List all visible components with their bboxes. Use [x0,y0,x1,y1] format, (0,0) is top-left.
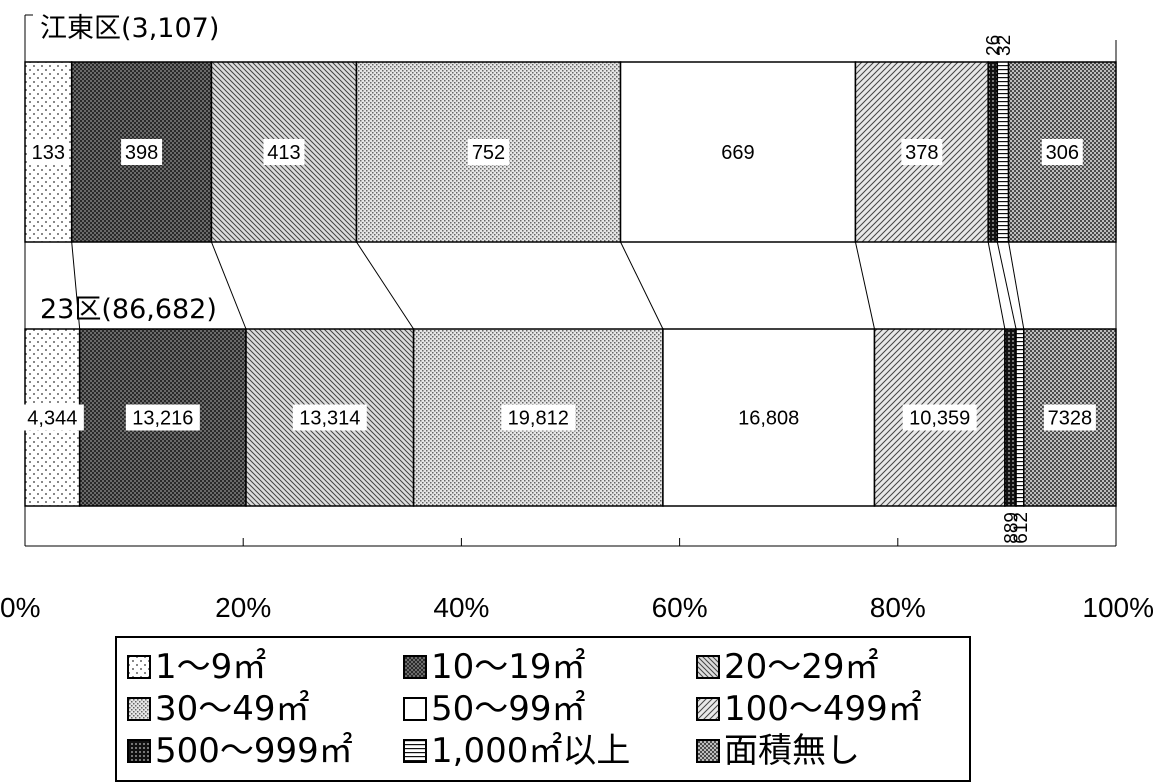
data-label: 133 [32,142,65,164]
bar-title: 23区(86,682) [40,294,217,325]
x-tick-label: 0% [0,592,40,623]
connector-line [621,242,663,329]
data-label: 16,808 [738,408,799,430]
legend-label: 20〜29㎡ [724,650,879,684]
data-label: 306 [1046,142,1079,164]
data-label: 19,812 [508,408,569,430]
x-tick-label: 20% [215,592,271,623]
data-label: 612 [1011,512,1032,544]
data-label: 32 [994,35,1015,56]
data-label: 13,314 [299,408,360,430]
dark-check-swatch [127,739,151,763]
legend-label: 1,000㎡以上 [431,734,630,768]
connector-line [997,242,1016,329]
legend-label: 50〜99㎡ [431,692,586,726]
diagonal-swatch [696,655,720,679]
bar-segment [1005,329,1016,506]
legend-label: 30〜49㎡ [155,692,310,726]
data-label: 413 [267,142,300,164]
stacked-bar-chart: 江東区(3,107)133 398 413 752 669 378263230623区(8… [0,0,1156,636]
legend: 1〜9㎡ 10〜19㎡ 20〜29㎡ 30〜49㎡ 50〜99㎡ 100〜499㎡ 500〜… [115,636,971,782]
data-label: 669 [721,142,754,164]
data-label: 378 [905,142,938,164]
legend-label: 100〜499㎡ [724,692,922,726]
legend-item: 10〜19㎡ [403,646,696,688]
connector-line [855,242,874,329]
dense-dark-swatch [403,655,427,679]
bar-segment [988,62,997,242]
horizontal-lines-swatch [403,739,427,763]
legend-label: 1〜9㎡ [155,650,266,684]
data-label: 10,359 [909,408,970,430]
data-label: 752 [472,142,505,164]
plot-area: 江東区(3,107)133 398 413 752 669 378263230623区(8… [0,13,1154,623]
bar-segment [997,62,1008,242]
legend-item: 1〜9㎡ [127,646,403,688]
connector-line [988,242,1005,329]
legend-label: 面積無し [724,734,860,768]
legend-item: 50〜99㎡ [403,688,696,730]
legend-item: 30〜49㎡ [127,688,403,730]
x-tick-label: 80% [870,592,926,623]
legend-label: 500〜999㎡ [155,734,353,768]
legend-item: 面積無し [696,730,969,772]
legend-label: 10〜19㎡ [431,650,586,684]
bar-title: 江東区(3,107) [40,13,219,44]
legend-item: 1,000㎡以上 [403,730,696,772]
dots-swatch [127,655,151,679]
fine-dots-swatch [127,697,151,721]
legend-item: 20〜29㎡ [696,646,969,688]
data-label: 7328 [1048,408,1093,430]
diagonal-hatch-swatch [696,697,720,721]
white-swatch [403,697,427,721]
check-swatch [696,739,720,763]
legend-item: 100〜499㎡ [696,688,969,730]
connector-line [1009,242,1024,329]
data-label: 4,344 [27,408,77,430]
x-tick-label: 100% [1082,592,1154,623]
x-tick-label: 40% [433,592,489,623]
x-tick-label: 60% [652,592,708,623]
bar-segment [1016,329,1024,506]
legend-item: 500〜999㎡ [127,730,403,772]
data-label: 398 [125,142,158,164]
data-label: 13,216 [132,408,193,430]
connector-line [356,242,413,329]
